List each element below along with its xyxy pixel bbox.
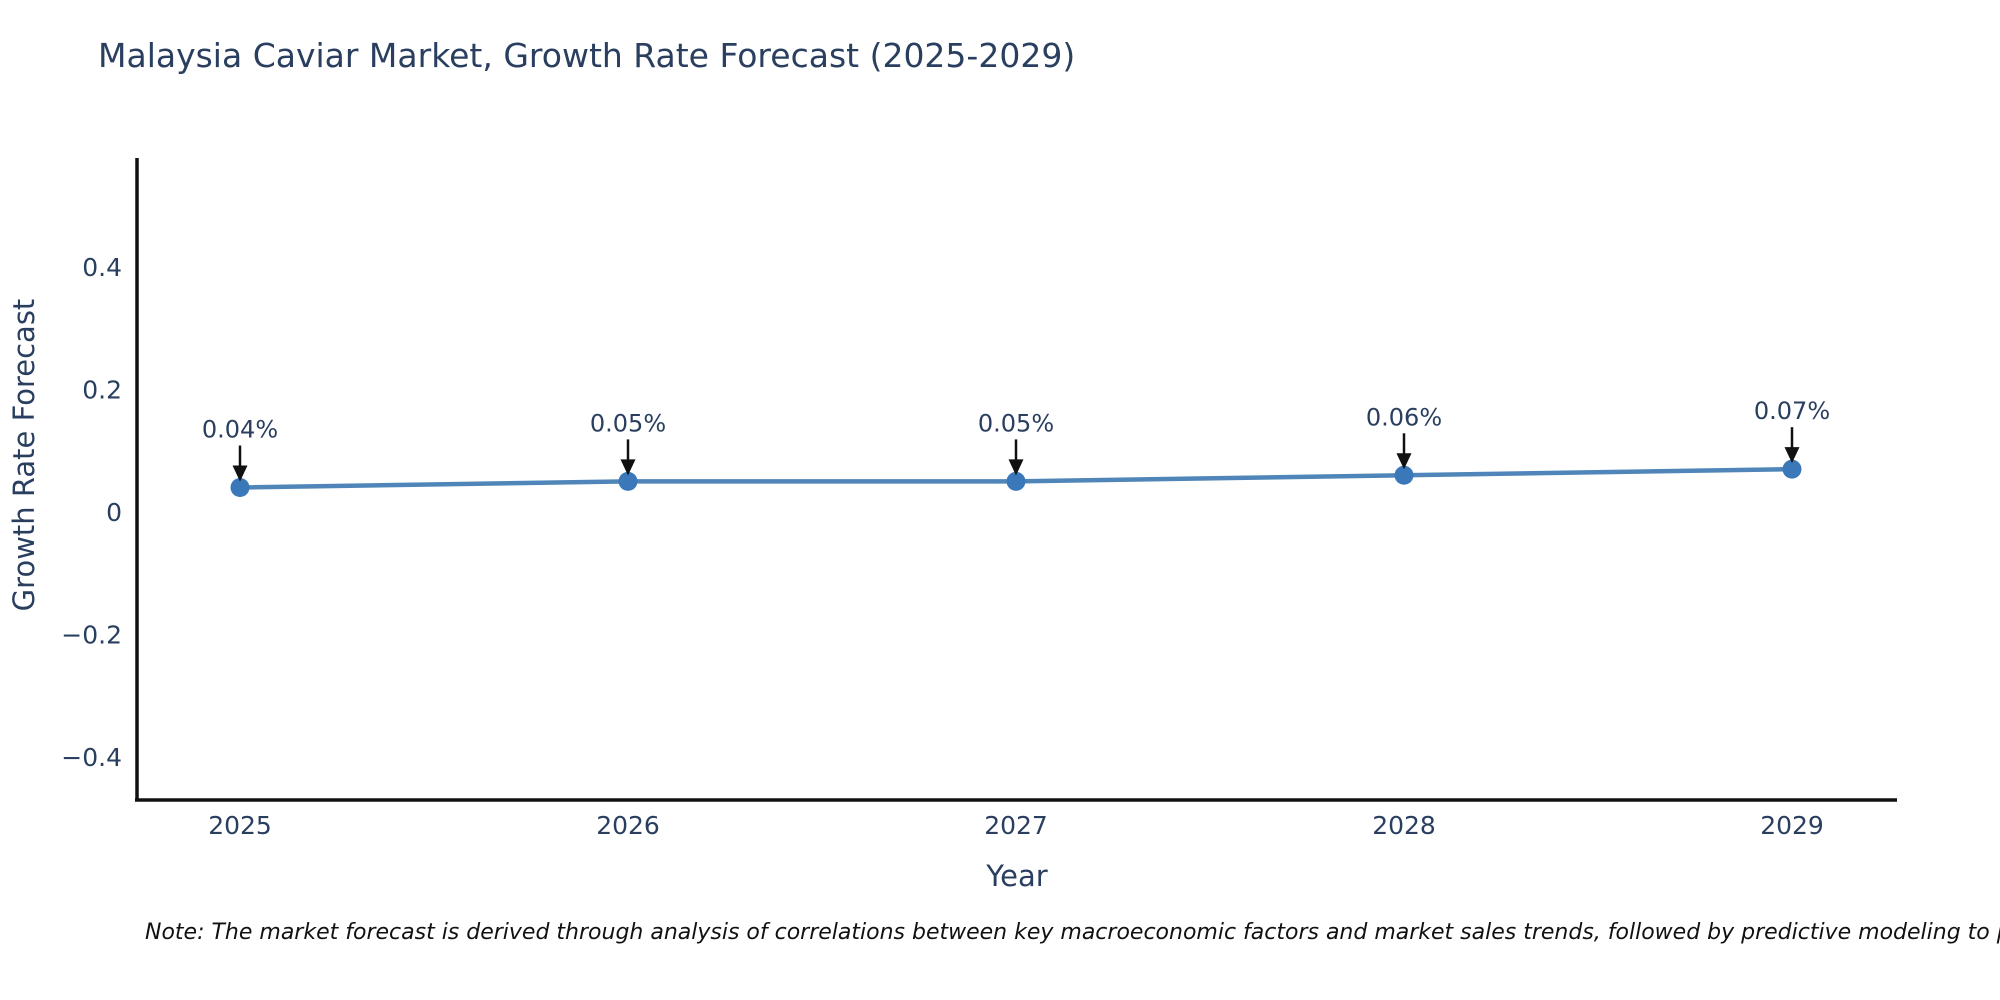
x-tick-label: 2027 [984,811,1048,840]
annotation-arrow-head [1784,447,1800,464]
x-axis-tick-labels: 2025 2026 2027 2028 2029 [208,811,1824,840]
x-tick-label: 2029 [1760,811,1824,840]
x-tick-label: 2026 [596,811,660,840]
chart-title: Malaysia Caviar Market, Growth Rate Fore… [98,36,1076,75]
forecast-line-series [230,459,1802,498]
x-axis-title: Year [985,859,1047,893]
y-tick-label: 0.4 [82,253,122,282]
point-value-label: 0.05% [590,409,666,437]
x-tick-label: 2025 [208,811,272,840]
data-point-marker [1006,471,1026,491]
data-point-marker [618,471,638,491]
point-annotations: 0.04% 0.05% 0.05% 0.06% 0.07% [202,397,1830,482]
methodology-note: Note: The market forecast is derived thr… [145,920,2000,945]
annotation-arrow-head [1008,459,1024,476]
annotation-arrow-head [232,465,248,482]
y-tick-label: −0.4 [61,743,122,772]
point-value-label: 0.05% [978,409,1054,437]
data-point-marker [1782,459,1802,479]
y-axis-tick-labels: 0.4 0.2 0 −0.2 −0.4 [61,253,122,772]
annotation-arrow-head [620,459,636,476]
data-point-marker [1394,465,1414,485]
point-value-label: 0.07% [1754,397,1830,425]
y-axis-title: Growth Rate Forecast [7,299,41,612]
y-tick-label: 0 [106,498,122,527]
y-tick-label: 0.2 [82,376,122,405]
data-point-marker [230,478,250,498]
point-value-label: 0.04% [202,416,278,444]
x-tick-label: 2028 [1372,811,1436,840]
point-value-label: 0.06% [1366,403,1442,431]
y-tick-label: −0.2 [61,620,122,649]
annotation-arrow-head [1396,453,1412,470]
